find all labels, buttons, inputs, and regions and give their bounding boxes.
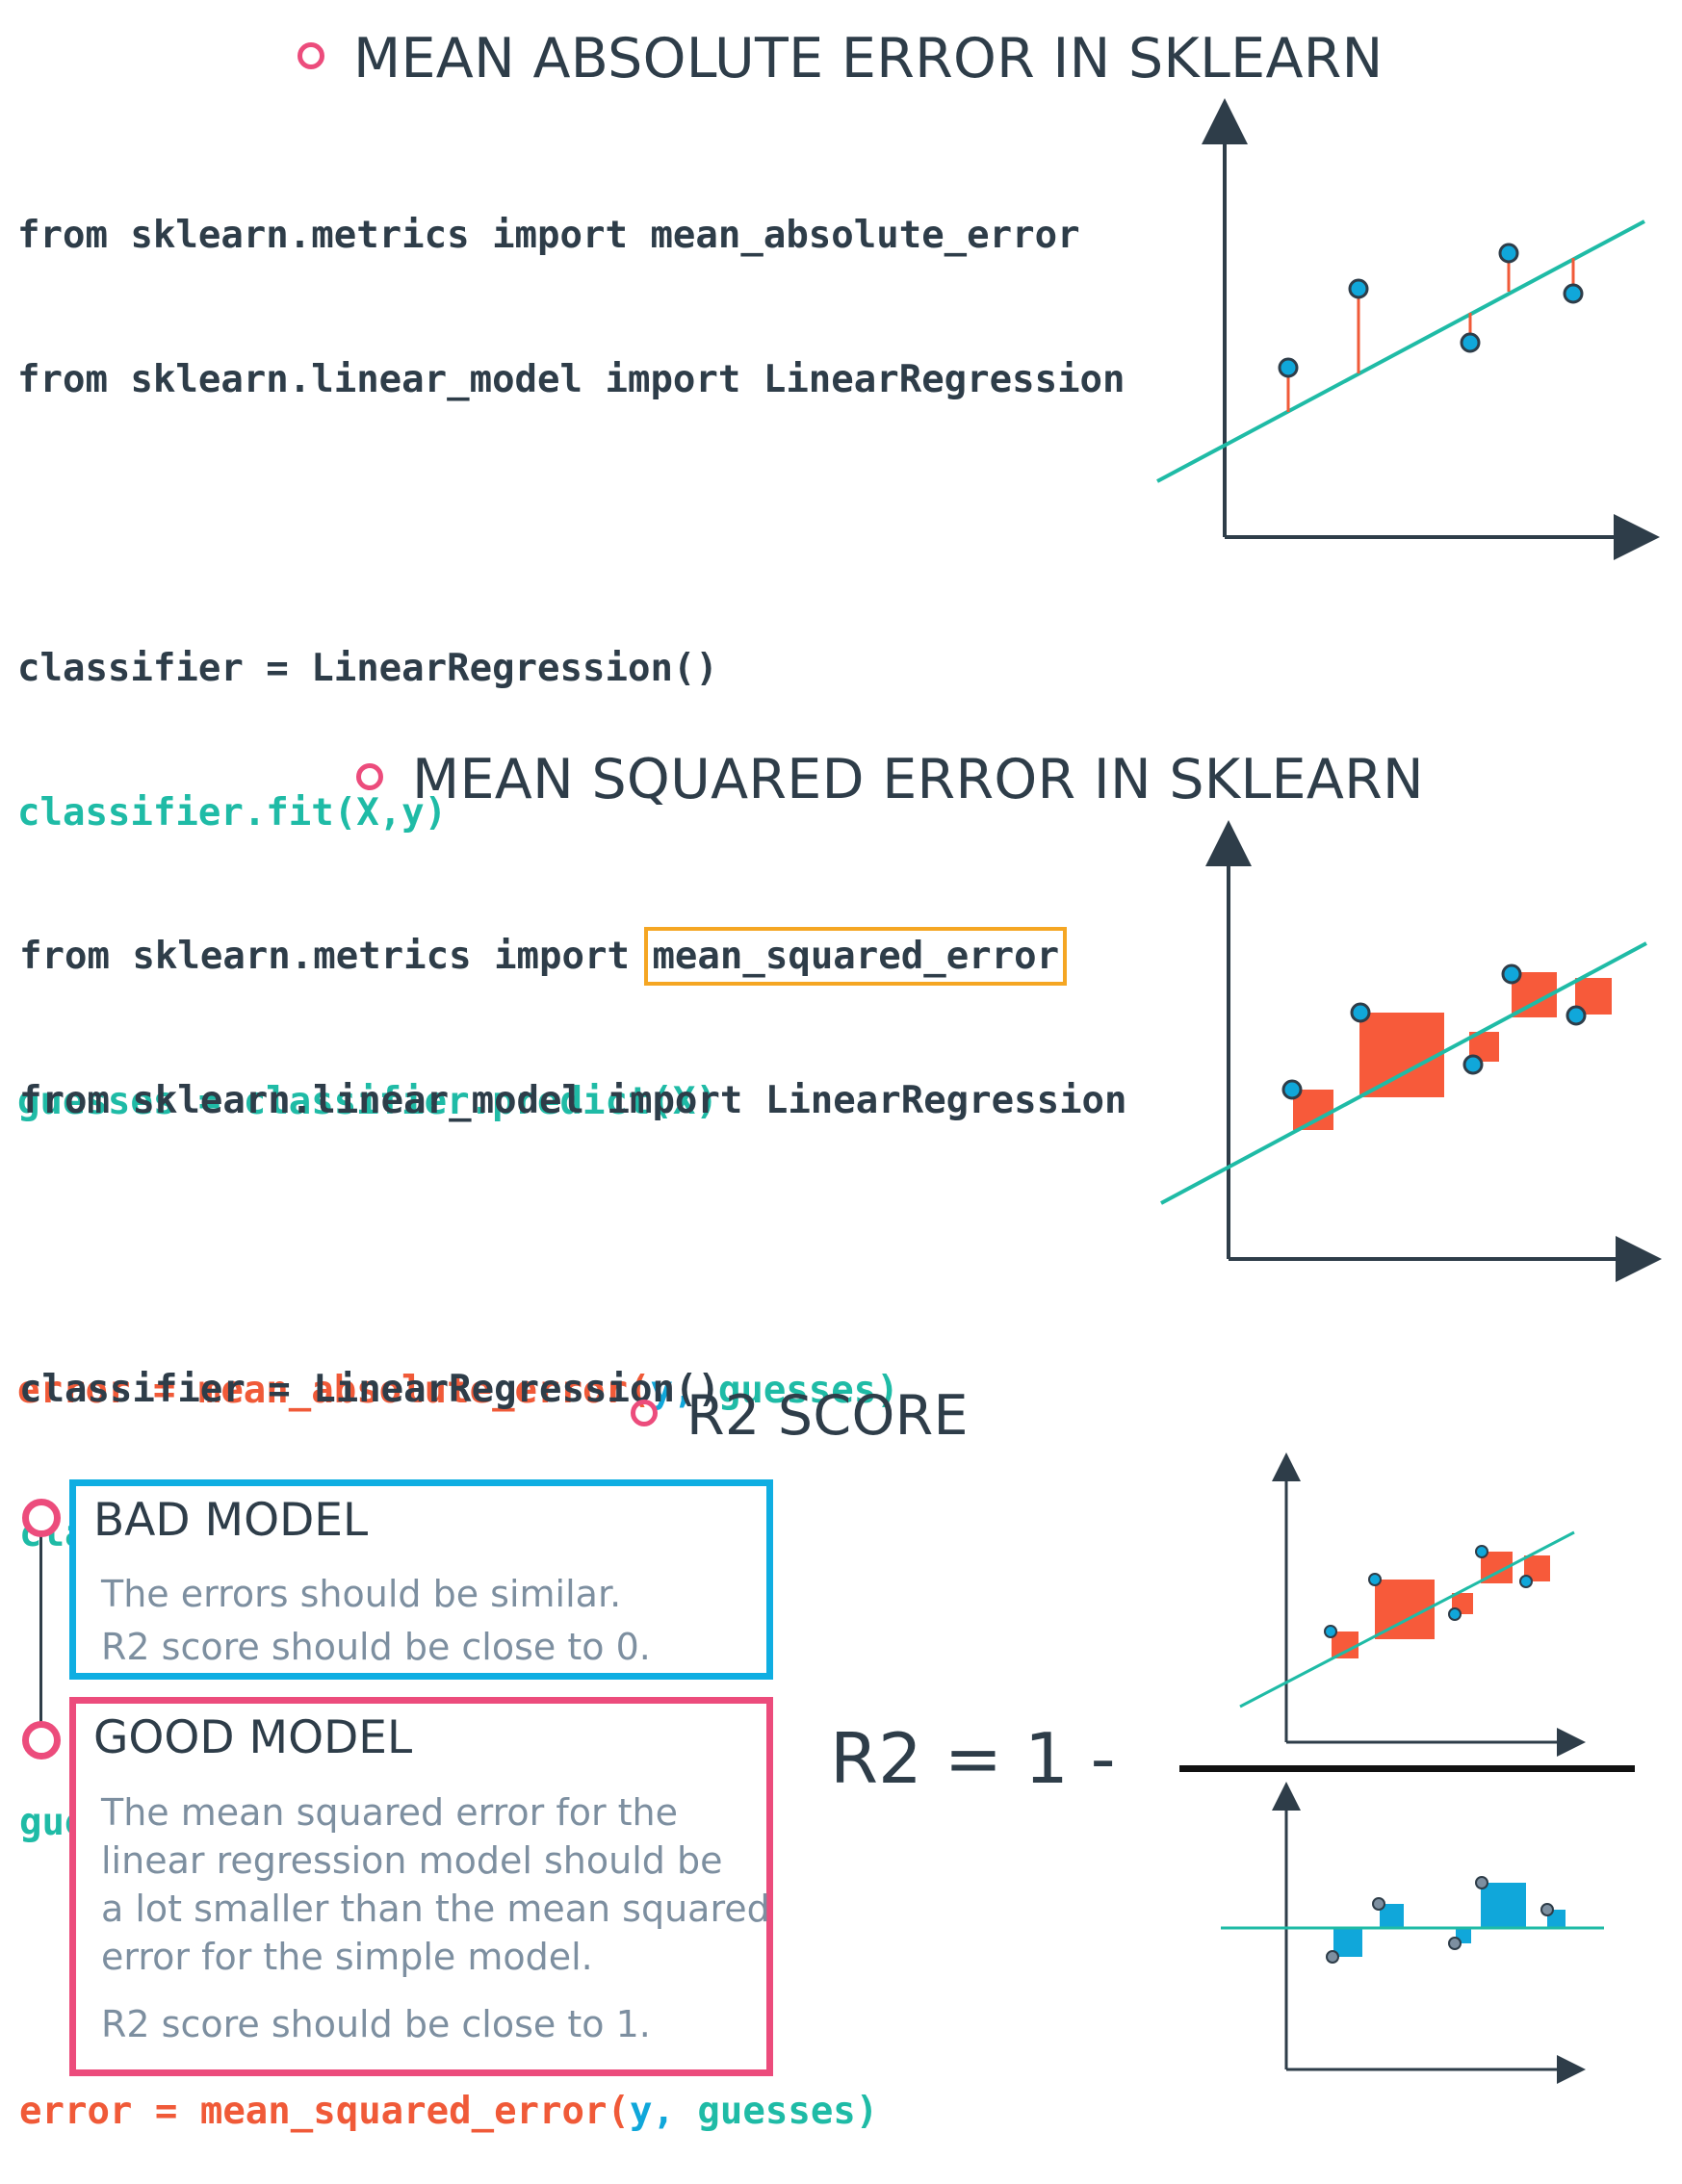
mae-title: MEAN ABSOLUTE ERROR IN SKLEARN [298, 27, 1384, 90]
r2-top-regression-line [1239, 1530, 1575, 1709]
mae-point [1348, 278, 1369, 299]
r2-top-point [1448, 1607, 1462, 1621]
r2-title-text: R2 SCORE [686, 1384, 969, 1448]
mae-title-text: MEAN ABSOLUTE ERROR IN SKLEARN [353, 27, 1384, 90]
timeline-dot-bad [22, 1499, 61, 1537]
mae-chart [1156, 98, 1660, 560]
good-model-title: GOOD MODEL [93, 1711, 413, 1764]
r2-top-square [1332, 1632, 1359, 1658]
r2-simple-chart [1221, 1782, 1604, 2084]
r2-bottom-square [1333, 1928, 1362, 1957]
bullet-circle-icon [298, 42, 324, 70]
timeline-connector [39, 1519, 42, 1742]
r2-top-point [1324, 1625, 1337, 1638]
bullet-circle-icon [356, 763, 383, 791]
mse-point [1462, 1054, 1484, 1075]
mae-point [1278, 357, 1299, 378]
bad-model-box: BAD MODEL The errors should be similar. … [69, 1479, 773, 1680]
mse-import-prefix: from sklearn.metrics import [19, 935, 653, 978]
mse-title-text: MEAN SQUARED ERROR IN SKLEARN [412, 748, 1424, 811]
r2-formula: R2 = 1 - [830, 1718, 1116, 1799]
mae-point [1460, 332, 1481, 353]
good-model-box: GOOD MODEL The mean squared error for th… [69, 1697, 773, 2076]
mae-code-line-4: classifier.fit(X,y) [17, 791, 448, 835]
mse-point [1350, 1002, 1371, 1023]
mse-point [1566, 1005, 1587, 1026]
mse-point [1501, 964, 1522, 985]
mse-error-call: error = mean_squared_error( [19, 2090, 630, 2133]
mse-code-line-2: from sklearn.linear_model import LinearR… [19, 1079, 1127, 1122]
r2-bottom-point [1475, 1876, 1488, 1889]
mae-code-line-1: from sklearn.metrics import mean_absolut… [17, 214, 1080, 257]
r2-bottom-square [1481, 1883, 1526, 1928]
r2-regression-chart [1239, 1452, 1586, 1757]
mse-highlighted-function: mean_squared_error [644, 927, 1068, 986]
mae-code-block: from sklearn.metrics import mean_absolut… [17, 116, 1126, 1463]
mae-regression-line [1156, 219, 1645, 483]
good-model-line-2: linear regression model should be [101, 1839, 723, 1882]
r2-top-point [1475, 1545, 1488, 1558]
mse-code-line-6: error = mean_squared_error(y, guesses) [19, 2088, 1127, 2136]
mse-point [1281, 1079, 1303, 1100]
mse-arg-y: y, [629, 2090, 675, 2133]
mse-title: MEAN SQUARED ERROR IN SKLEARN [356, 748, 1424, 811]
good-model-line-5: R2 score should be close to 1. [101, 2003, 651, 2045]
r2-bottom-point [1372, 1897, 1385, 1911]
mae-point [1498, 243, 1519, 264]
mae-arg-guesses: guesses) [695, 1369, 899, 1412]
bullet-circle-icon [631, 1400, 658, 1427]
mae-code-line-2: from sklearn.linear_model import LinearR… [17, 358, 1126, 401]
r2-top-point [1519, 1575, 1533, 1588]
mae-error-call: error = mean_absolute_error( [17, 1369, 651, 1412]
mae-code-line-3: classifier = LinearRegression() [17, 647, 718, 690]
mae-arg-y: y, [650, 1369, 696, 1412]
mse-chart [1160, 820, 1662, 1282]
r2-bottom-point [1326, 1950, 1339, 1964]
r2-bottom-point [1448, 1937, 1462, 1950]
mse-regression-line [1160, 941, 1647, 1205]
timeline-dot-good [22, 1721, 61, 1760]
mae-code-line-5: guesses = classifier.predict(X) [17, 1080, 718, 1123]
bad-model-line-2: R2 score should be close to 0. [101, 1626, 651, 1668]
r2-title: R2 SCORE [631, 1384, 969, 1448]
r2-top-point [1368, 1573, 1382, 1586]
good-model-line-4: error for the simple model. [101, 1936, 593, 1978]
bad-model-line-1: The errors should be similar. [101, 1573, 622, 1615]
mse-arg-guesses: guesses) [674, 2090, 879, 2133]
mae-point [1563, 283, 1584, 304]
mae-code-line-6: error = mean_absolute_error(y, guesses) [17, 1367, 1126, 1415]
mse-code-line-1: from sklearn.metrics import mean_squared… [19, 927, 1127, 986]
mse-square [1359, 1013, 1444, 1097]
r2-bottom-point [1540, 1903, 1554, 1916]
bad-model-title: BAD MODEL [93, 1494, 369, 1547]
good-model-line-1: The mean squared error for the [101, 1791, 679, 1834]
good-model-line-3: a lot smaller than the mean squared [101, 1888, 770, 1930]
fraction-bar [1179, 1765, 1635, 1772]
